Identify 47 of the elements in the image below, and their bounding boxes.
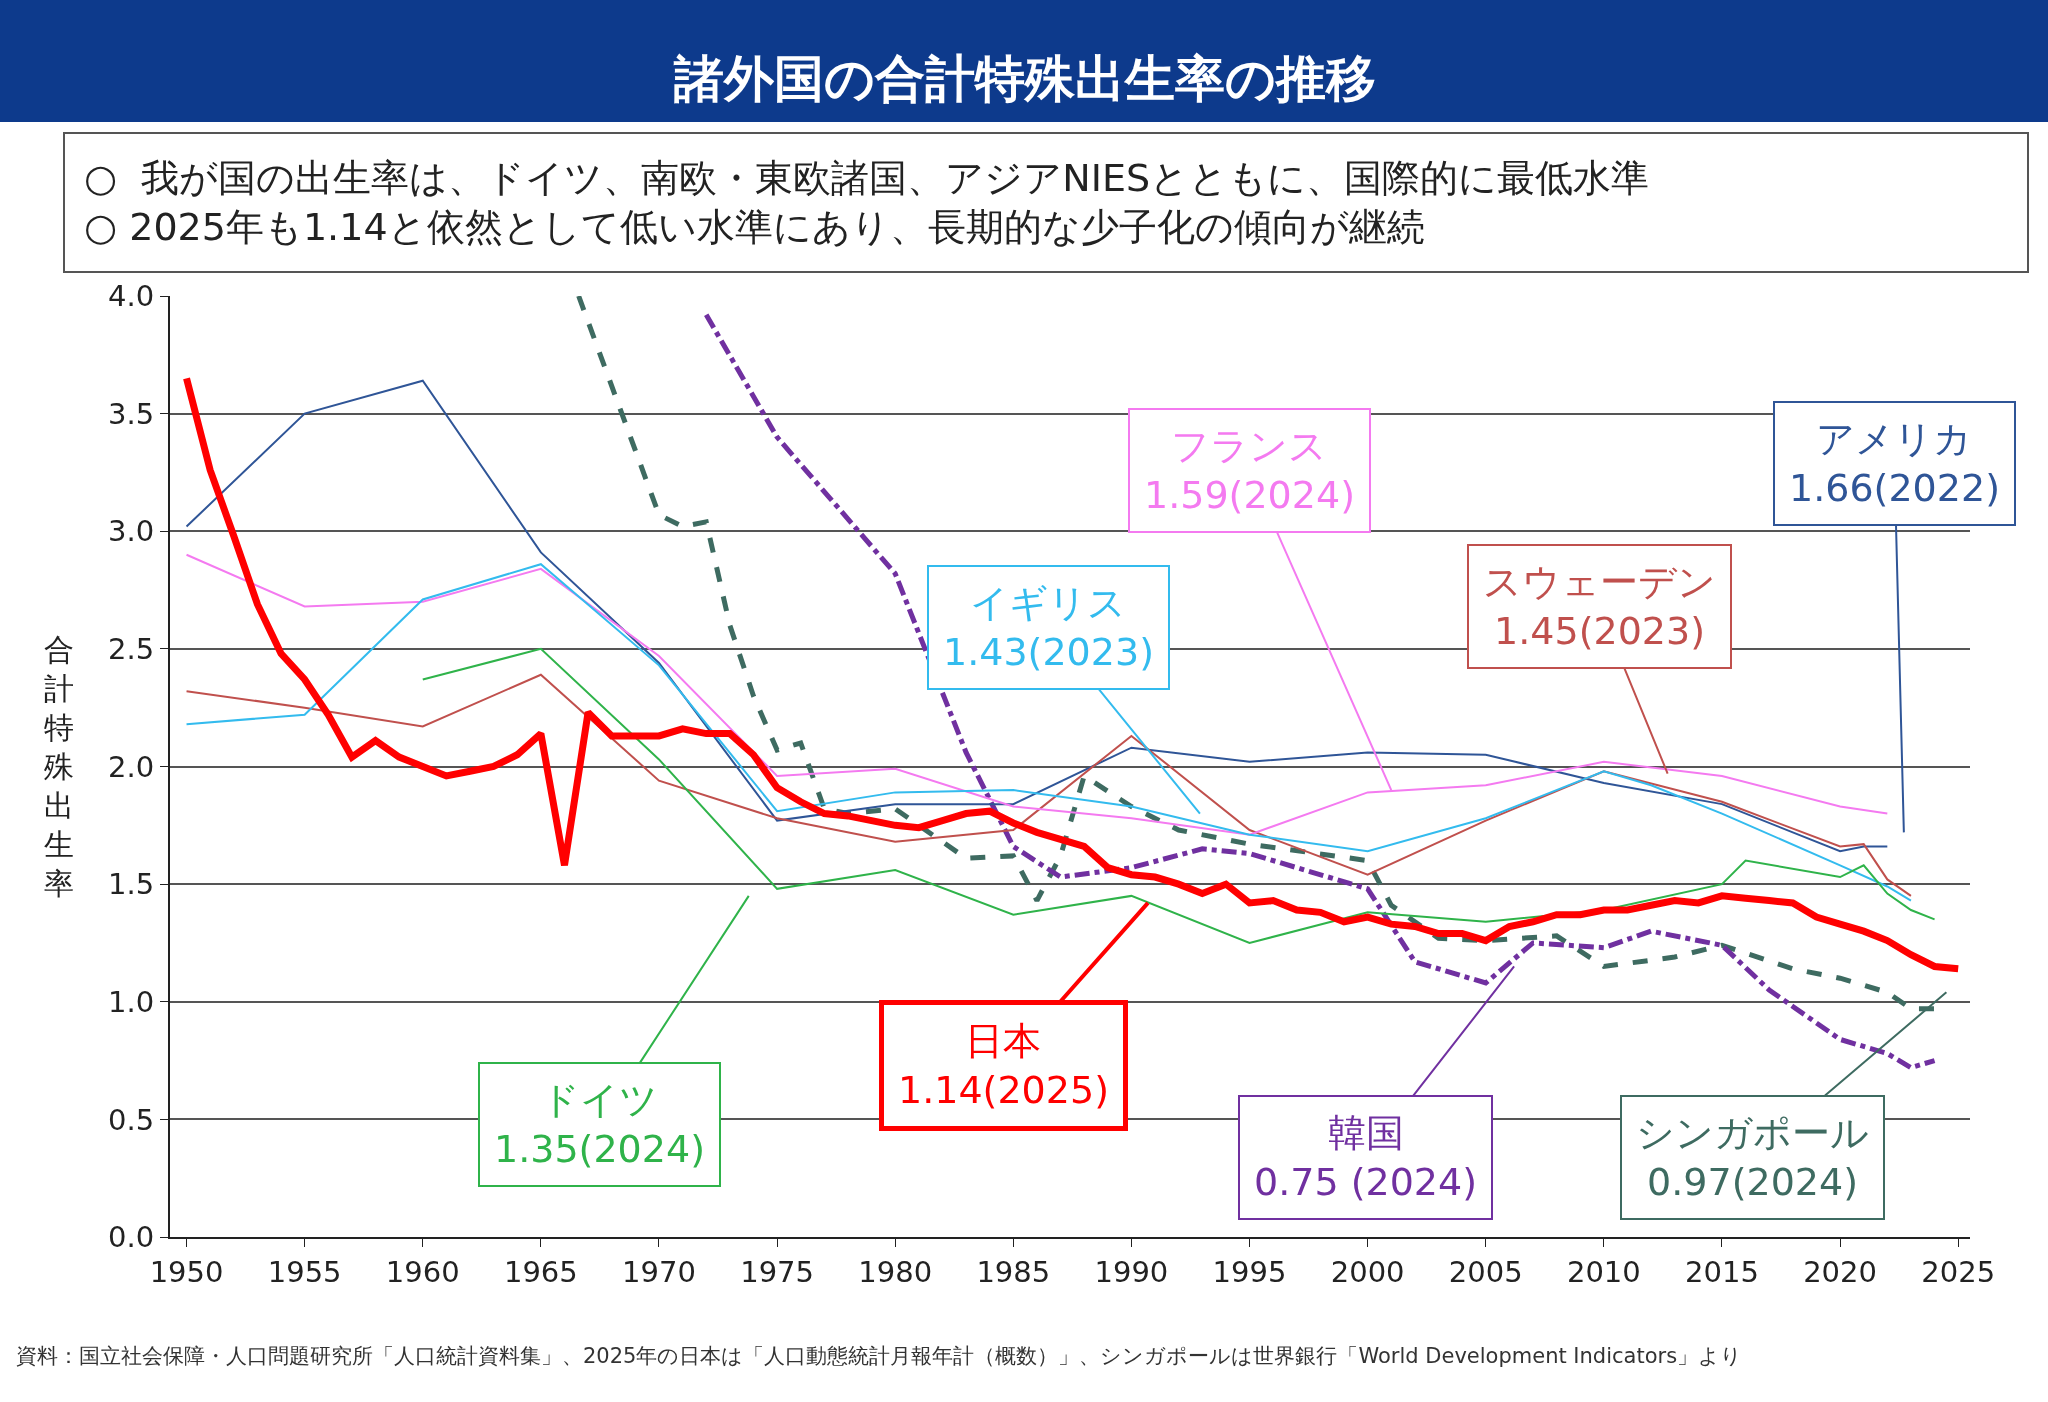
x-tick-label: 1965: [503, 1254, 578, 1289]
annotation: 1.66(2022): [1789, 466, 2000, 511]
text: イギリス: [970, 581, 1127, 625]
x-tick-label: 2000: [1330, 1254, 1405, 1289]
y-tick-label: 1.0: [108, 984, 155, 1019]
text: 資料：国立社会保障・人口問題研究所「人口統計資料集」、2025年の日本は「人口動態統計月報年計（概数）」、シンガポールは世界銀行「World Development Indicators」より: [16, 1344, 1743, 1368]
annotation: 1.59(2024): [1144, 473, 1355, 518]
x-tick-label: 2025: [1921, 1254, 1996, 1289]
line-series: [185, 673, 1912, 897]
chart-title: 諸外国の合計特殊出生率の推移: [673, 50, 1376, 108]
x-tick-label: 2015: [1685, 1254, 1759, 1289]
text: 日本: [965, 1019, 1042, 1063]
x-tick-label: 1955: [267, 1254, 342, 1289]
annotation: 1.35(2024): [494, 1127, 705, 1172]
x-tick-label: 1995: [1212, 1254, 1287, 1289]
text: ドイツ: [540, 1078, 658, 1122]
x-tick-label: 1970: [622, 1254, 696, 1289]
line-series: [185, 563, 1912, 902]
annotation: 1.14(2025): [898, 1068, 1109, 1113]
text: シンガポール: [1636, 1111, 1869, 1155]
annotation: 0.75 (2024): [1254, 1160, 1478, 1205]
text: アメリカ: [1816, 417, 1973, 461]
y-tick-label: 2.5: [108, 632, 155, 667]
x-tick-label: 1990: [1094, 1254, 1169, 1289]
annotation: 1.45(2023): [1494, 609, 1705, 654]
text: 韓国: [1327, 1111, 1404, 1155]
x-tick-label: 1960: [385, 1254, 460, 1289]
y-tick-label: 3.0: [108, 514, 155, 549]
text: フランス: [1171, 424, 1328, 468]
y-tick-label: 0.5: [108, 1102, 155, 1137]
x-tick-label: 1950: [149, 1254, 224, 1289]
x-tick-label: 1985: [976, 1254, 1051, 1289]
y-tick-label: 0.0: [108, 1220, 155, 1255]
annotation: 0.97(2024): [1647, 1160, 1858, 1205]
annotation: 1.43(2023): [943, 630, 1154, 675]
y-axis-title: 合計特殊出生率: [44, 632, 74, 901]
y-tick-label: 1.5: [108, 867, 155, 902]
x-tick-label: 2020: [1803, 1254, 1877, 1289]
y-tick-label: 2.0: [108, 749, 155, 784]
chart-subtitle: ○ 我が国の出生率は、ドイツ、南欧・東欧諸国、アジアNIESとともに、国際的に最低水準 ○ 2025年も1.14と依然として低い水準にあり、長期的な少子化の傾向が継続: [84, 156, 1650, 250]
x-tick-label: 1980: [858, 1254, 933, 1289]
text: スウェーデン: [1483, 560, 1716, 604]
y-tick-label: 4.0: [108, 279, 155, 314]
x-tick-label: 2010: [1566, 1254, 1641, 1289]
x-tick-label: 2005: [1448, 1254, 1523, 1289]
y-tick-label: 3.5: [108, 396, 155, 431]
x-tick-label: 1975: [740, 1254, 814, 1289]
